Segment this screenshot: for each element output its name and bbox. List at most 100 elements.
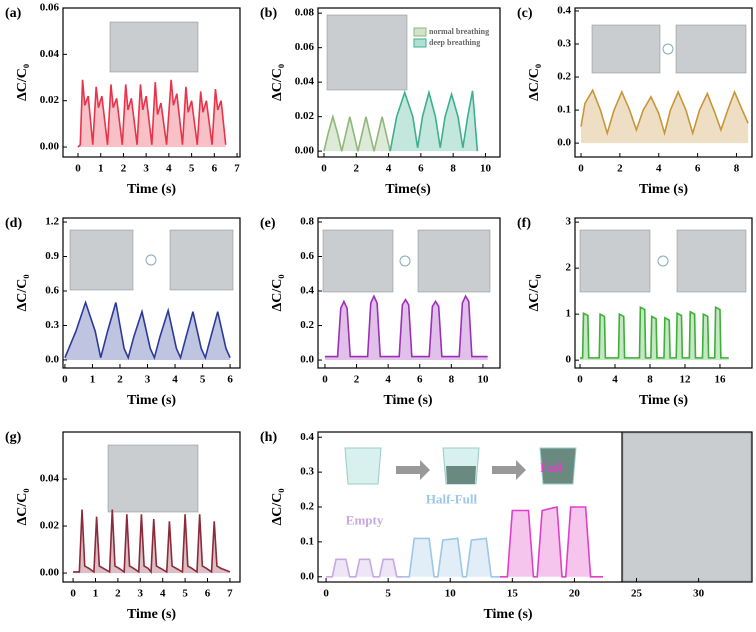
- data-line: [403, 537, 500, 578]
- x-axis-label: Time(s): [385, 182, 431, 197]
- plot-frame: [62, 217, 241, 369]
- y-tick-label: 0.00: [40, 567, 60, 579]
- y-tick-label: 0.0: [557, 137, 571, 149]
- x-tick-label: 4: [385, 374, 391, 386]
- y-tick-label: 0.3: [45, 319, 59, 331]
- y-tick-label: 0.04: [295, 76, 315, 88]
- x-tick-label: 0: [321, 163, 327, 175]
- x-tick-label: 2: [617, 163, 623, 175]
- x-tick-label: 7: [227, 588, 233, 600]
- x-axis-label: Time (s): [127, 393, 176, 408]
- area-fill: [579, 307, 729, 361]
- x-tick-label: 1: [90, 374, 96, 386]
- x-tick-label: 2: [117, 374, 123, 386]
- panel-label: (h): [260, 430, 277, 445]
- x-tick-label: 0: [577, 374, 583, 386]
- x-tick-label: 0: [62, 374, 68, 386]
- y-tick-label: 0.6: [45, 285, 59, 297]
- x-axis-label: Time (s): [383, 393, 432, 408]
- x-tick-label: 3: [143, 163, 149, 175]
- series-label: Half-Full: [426, 491, 478, 506]
- y-tick-label: 0.04: [40, 48, 60, 60]
- data-line: [579, 305, 729, 359]
- y-tick-label: 0.1: [300, 535, 314, 547]
- y-tick-label: 0.2: [300, 501, 314, 513]
- y-tick-label: 0.3: [300, 466, 314, 478]
- x-tick-label: 2: [354, 374, 360, 386]
- x-tick-label: 10: [477, 374, 489, 386]
- y-tick-label: 0.4: [300, 431, 314, 443]
- photo: [579, 229, 651, 293]
- y-tick-label: 0.6: [300, 250, 314, 262]
- legend-label: normal breathing: [429, 27, 489, 36]
- x-tick-label: 16: [714, 374, 726, 386]
- data-line: [324, 294, 488, 358]
- photo: [107, 444, 199, 513]
- x-tick-label: 4: [656, 163, 662, 175]
- beaker: [539, 447, 577, 485]
- data-line: [77, 79, 227, 148]
- y-tick-label: 0.2: [300, 319, 314, 331]
- photo: [69, 229, 134, 291]
- water: [446, 466, 476, 484]
- y-tick-label: 1.2: [45, 216, 59, 228]
- y-axis-label: ΔC/C₀: [270, 64, 285, 101]
- data-line: [73, 509, 231, 574]
- x-tick-label: 7: [234, 163, 240, 175]
- plot-frame: [317, 217, 501, 369]
- plot-frame: [574, 217, 753, 369]
- x-tick-label: 15: [507, 588, 519, 600]
- y-tick-label: 0.02: [40, 520, 60, 532]
- y-axis-label: ΔC/C₀: [270, 488, 285, 525]
- series-label: Empty: [346, 512, 384, 527]
- x-tick-label: 30: [693, 588, 705, 600]
- area-fill: [581, 90, 749, 144]
- x-tick-label: 6: [212, 163, 218, 175]
- legend-label: deep breathing: [429, 38, 480, 47]
- y-axis-label: ΔC/C₀: [15, 64, 30, 101]
- y-tick-label: 0.08: [295, 7, 315, 19]
- y-tick-label: 0.9: [45, 250, 59, 262]
- plot-frame: [574, 7, 753, 158]
- x-axis-label: Time (s): [483, 607, 532, 622]
- panel-label: (f): [517, 216, 531, 231]
- photo: [675, 24, 747, 74]
- panel-label: (g): [5, 430, 22, 445]
- y-tick-label: 2: [566, 262, 572, 274]
- y-tick-label: 0.0: [45, 353, 59, 365]
- x-tick-label: 4: [160, 588, 166, 600]
- panel-label: (a): [5, 6, 22, 21]
- arrow: [492, 460, 526, 480]
- area-fill: [499, 507, 603, 577]
- x-tick-label: 2: [115, 588, 121, 600]
- area-fill: [324, 296, 488, 361]
- plot-frame: [62, 431, 241, 583]
- y-tick-label: 0.02: [40, 94, 60, 106]
- cycle-icon: [662, 43, 674, 55]
- cycle-icon: [657, 255, 669, 267]
- y-axis-label: ΔC/C₀: [15, 488, 30, 525]
- x-tick-label: 0: [578, 163, 584, 175]
- cycle-icon: [399, 255, 411, 267]
- x-tick-label: 6: [695, 163, 701, 175]
- x-tick-label: 6: [418, 163, 424, 175]
- x-axis-label: Time (s): [639, 393, 688, 408]
- x-tick-label: 0: [322, 374, 328, 386]
- x-tick-label: 10: [480, 163, 492, 175]
- x-tick-label: 12: [679, 374, 691, 386]
- y-tick-label: 0.0: [300, 570, 314, 582]
- area-fill: [403, 538, 500, 577]
- x-tick-label: 2: [354, 163, 360, 175]
- y-axis-label: ΔC/C₀: [527, 274, 542, 311]
- x-tick-label: 6: [227, 374, 233, 386]
- x-tick-label: 5: [189, 163, 195, 175]
- arrow: [396, 460, 430, 480]
- panel-label: (d): [5, 216, 22, 231]
- x-tick-label: 1: [93, 588, 99, 600]
- x-axis-label: Time (s): [127, 607, 176, 622]
- area-fill: [78, 79, 226, 148]
- x-tick-label: 25: [631, 588, 643, 600]
- x-tick-label: 8: [734, 163, 740, 175]
- x-tick-label: 6: [205, 588, 211, 600]
- x-tick-label: 10: [445, 588, 457, 600]
